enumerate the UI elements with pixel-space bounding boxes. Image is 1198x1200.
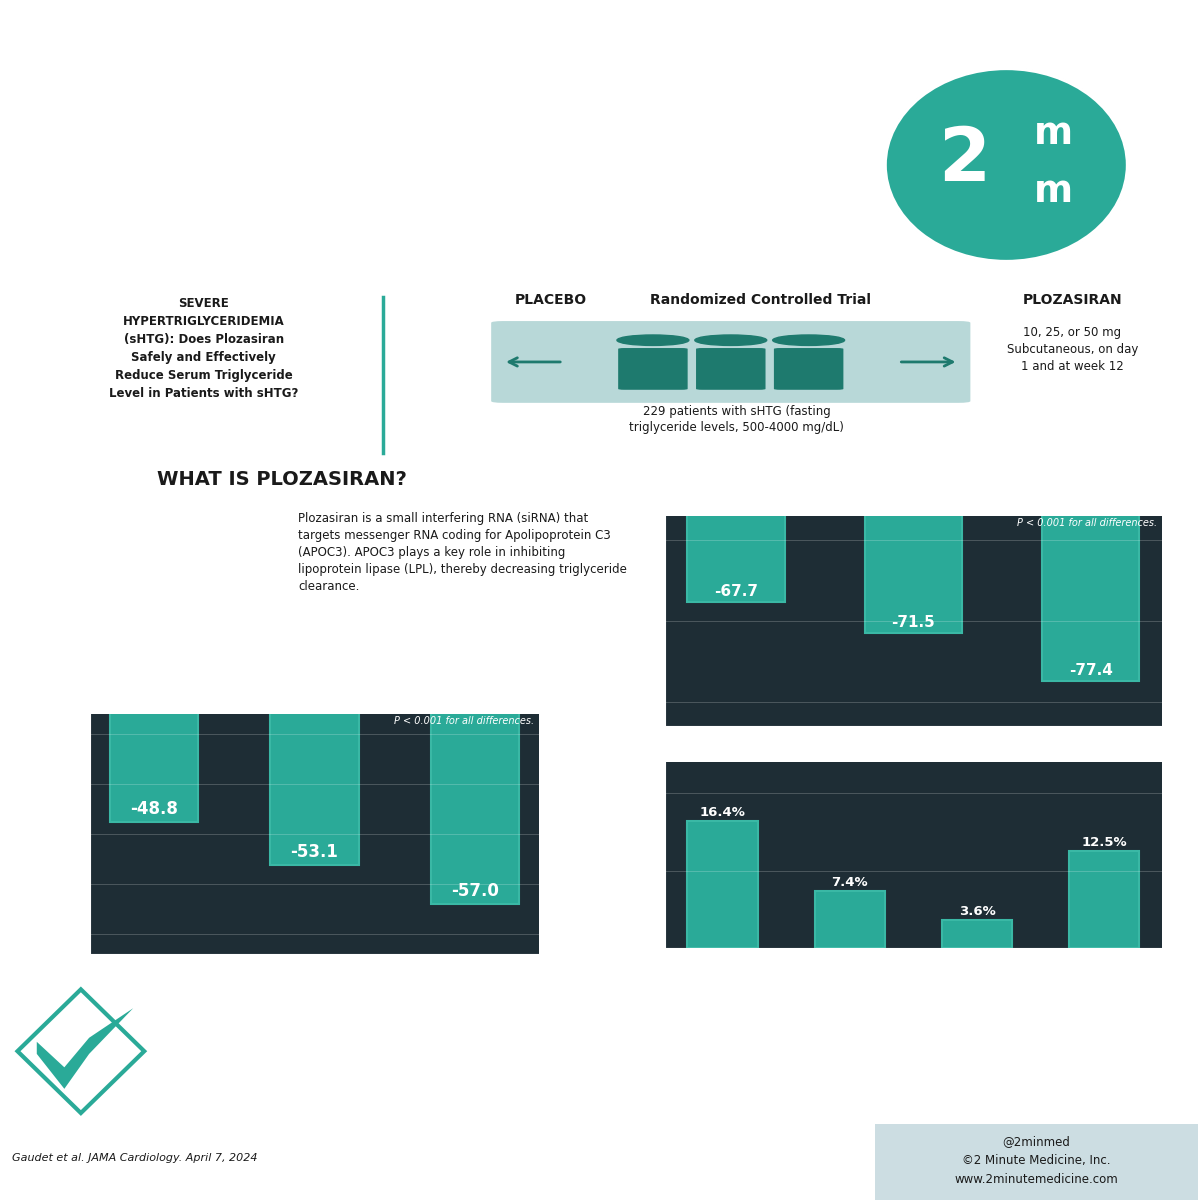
Text: -71.5: -71.5 [891,614,936,630]
FancyBboxPatch shape [774,348,843,390]
Bar [815,890,885,948]
Y-axis label: Least Squares
Mean of Difference
vs. Placebo: Least Squares Mean of Difference vs. Pla… [599,571,633,671]
Bar [110,334,199,822]
Text: Randomized Controlled Trial: Randomized Controlled Trial [651,293,871,307]
Text: Reductions in APOC3 at week 24: Reductions in APOC3 at week 24 [768,516,993,530]
Text: -48.8: -48.8 [131,800,179,818]
Text: Difference in means of percentage triglyceride change compared
to placebo at wee: Difference in means of percentage trigly… [89,670,474,700]
FancyBboxPatch shape [696,348,766,390]
Text: TM: TM [1087,88,1101,97]
Polygon shape [37,1008,133,1088]
Circle shape [695,335,767,346]
Text: -67.7: -67.7 [714,584,758,599]
Text: 10, 25, or 50 mg
Subcutaneous, on day
1 and at week 12: 10, 25, or 50 mg Subcutaneous, on day 1 … [1006,326,1138,373]
FancyBboxPatch shape [491,322,970,403]
Text: Gaudet et al. JAMA Cardiology. April 7, 2024: Gaudet et al. JAMA Cardiology. April 7, … [12,1153,258,1164]
Text: -57.0: -57.0 [450,882,498,900]
Text: 16.4%: 16.4% [700,806,745,818]
Text: m: m [1034,115,1073,151]
Bar [865,55,962,634]
Bar [1070,851,1139,948]
Text: PRIMARY END POINT: PRIMARY END POINT [153,631,410,652]
FancyBboxPatch shape [618,348,688,390]
Text: Plozasiran reduces serum triglyceride
levels in patients with severe
hypertrigly: Plozasiran reduces serum triglyceride le… [36,77,866,216]
Text: 2: 2 [938,125,991,197]
Bar [688,55,785,602]
Text: WHAT IS PLOZASIRAN?: WHAT IS PLOZASIRAN? [157,469,406,488]
Text: 3.6%: 3.6% [958,905,996,918]
Text: -53.1: -53.1 [291,844,338,862]
Text: -77.4: -77.4 [1069,662,1113,678]
Y-axis label: Least Squares
Mean of Difference
vs. Placebo: Least Squares Mean of Difference vs. Pla… [24,781,58,887]
Circle shape [773,335,845,346]
Text: SECONDARY END POINTS: SECONDARY END POINTS [724,469,1037,490]
Text: In this randomized clinical trial, plozasiran reduced serum
triglyceride levels : In this randomized clinical trial, ploza… [264,1009,939,1088]
Bar [942,920,1012,948]
Text: PLOZASIRAN: PLOZASIRAN [1022,293,1123,307]
X-axis label: Plozasiran Dose: Plozasiran Dose [260,978,369,992]
Circle shape [617,335,689,346]
Text: 229 patients with sHTG (fasting
triglyceride levels, 500-4000 mg/dL): 229 patients with sHTG (fasting triglyce… [629,404,845,433]
X-axis label: Plozasiran Dose: Plozasiran Dose [864,750,963,762]
Text: @2minmed
©2 Minute Medicine, Inc.
www.2minutemedicine.com: @2minmed ©2 Minute Medicine, Inc. www.2m… [955,1135,1118,1186]
Y-axis label: Proportion
(%): Proportion (%) [597,827,618,883]
Text: PLACEBO: PLACEBO [515,293,587,307]
Text: m: m [1034,174,1073,210]
Text: P < 0.001 for all differences.: P < 0.001 for all differences. [394,716,534,726]
Bar [430,334,519,904]
Text: 7.4%: 7.4% [831,876,869,889]
Bar [688,821,757,948]
Bar [271,334,358,865]
Bar [1042,55,1139,680]
Text: P < 0.001 for all differences.: P < 0.001 for all differences. [1017,518,1157,528]
Text: Safety: Serious Treatment Emergent Adverse Events (TEAEs): Safety: Serious Treatment Emergent Adver… [576,743,956,756]
FancyBboxPatch shape [875,1124,1198,1200]
Text: 12.5%: 12.5% [1082,836,1127,850]
Text: Plozasiran: Plozasiran [945,1006,1009,1019]
Text: SEVERE
HYPERTRIGLYCERIDEMIA
(sHTG): Does Plozasiran
Safely and Effectively
Reduc: SEVERE HYPERTRIGLYCERIDEMIA (sHTG): Does… [109,296,298,400]
Text: Plozasiran is a small interfering RNA (siRNA) that
targets messenger RNA coding : Plozasiran is a small interfering RNA (s… [298,512,628,593]
Circle shape [885,68,1127,262]
